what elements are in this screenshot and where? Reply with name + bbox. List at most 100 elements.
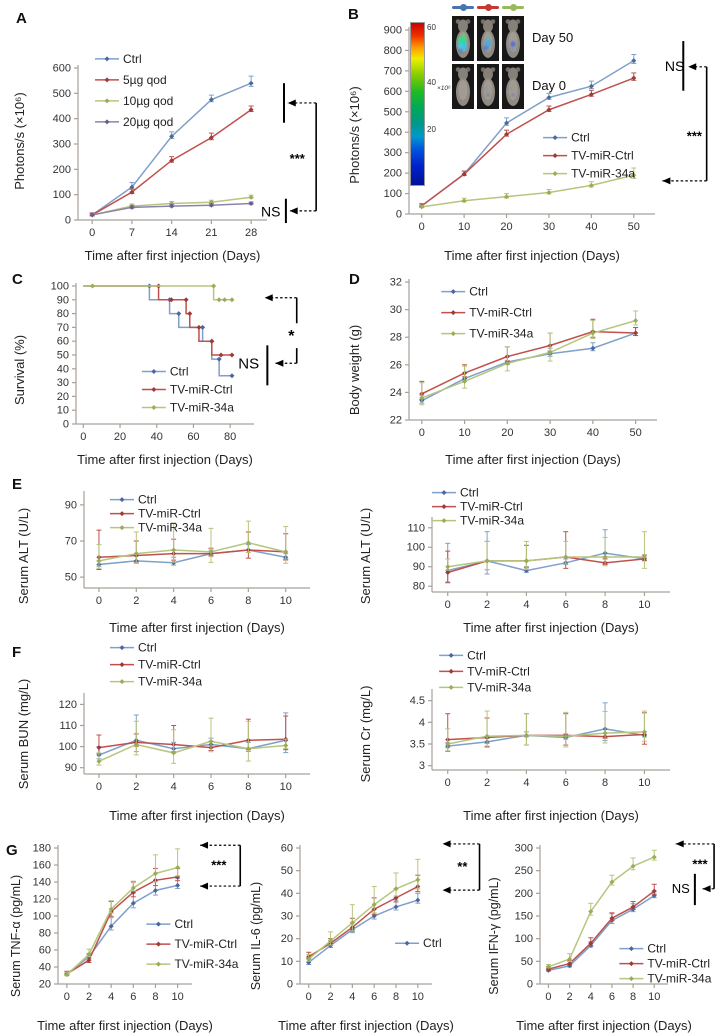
svg-text:30: 30 — [281, 911, 293, 923]
chart-panel-e-alt-left: 50 70 90 0 2 4 6 8 10 Time after first injection … — [16, 491, 310, 635]
mouse-image — [477, 16, 499, 61]
svg-text:200: 200 — [384, 168, 402, 180]
svg-text:6: 6 — [563, 777, 569, 789]
svg-text:180: 180 — [33, 843, 51, 855]
svg-text:32: 32 — [390, 277, 402, 289]
svg-text:100: 100 — [384, 188, 402, 200]
svg-text:0: 0 — [445, 777, 451, 789]
svg-text:60: 60 — [187, 431, 199, 443]
svg-text:10: 10 — [171, 991, 183, 1003]
svg-text:10: 10 — [638, 599, 650, 611]
svg-text:80: 80 — [39, 928, 51, 940]
svg-text:80: 80 — [57, 308, 69, 320]
svg-text:80: 80 — [224, 431, 236, 443]
svg-text:Serum BUN (mg/L): Serum BUN (mg/L) — [16, 679, 31, 790]
svg-text:0: 0 — [306, 991, 312, 1003]
svg-text:110: 110 — [59, 720, 77, 732]
svg-text:8: 8 — [393, 991, 399, 1003]
svg-text:120: 120 — [59, 699, 77, 711]
svg-text:Ctrl: Ctrl — [174, 917, 193, 931]
svg-text:**: ** — [457, 859, 468, 874]
svg-text:70: 70 — [57, 322, 69, 334]
day50-label: Day 50 — [532, 30, 574, 45]
svg-text:6: 6 — [130, 991, 136, 1003]
svg-text:20: 20 — [57, 391, 69, 403]
svg-text:Survival (%): Survival (%) — [12, 335, 27, 405]
svg-text:TV-miR-34a: TV-miR-34a — [138, 675, 202, 689]
svg-text:Serum ALT (U/L): Serum ALT (U/L) — [16, 508, 31, 604]
svg-text:4: 4 — [419, 717, 425, 729]
svg-text:Photons/s (×10⁶): Photons/s (×10⁶) — [12, 92, 27, 190]
svg-text:10: 10 — [280, 781, 292, 793]
svg-text:8: 8 — [630, 991, 636, 1003]
svg-text:Serum ALT (U/L): Serum ALT (U/L) — [358, 508, 373, 604]
svg-text:22: 22 — [390, 415, 402, 427]
svg-text:Time after first injection (Da: Time after first injection (Days) — [463, 620, 639, 635]
svg-text:0: 0 — [63, 419, 69, 431]
svg-text:***: *** — [290, 151, 306, 166]
colorbar-tick-40: 40 — [427, 78, 436, 87]
svg-text:0: 0 — [64, 991, 70, 1003]
svg-text:TV-miR-Ctrl: TV-miR-Ctrl — [647, 957, 710, 971]
svg-text:0: 0 — [80, 431, 86, 443]
svg-text:90: 90 — [57, 294, 69, 306]
svg-text:Serum IFN-γ (pg/mL): Serum IFN-γ (pg/mL) — [487, 877, 501, 994]
svg-text:10: 10 — [458, 427, 470, 439]
svg-text:TV-miR-34a: TV-miR-34a — [170, 401, 234, 415]
svg-text:Time after first injection (Da: Time after first injection (Days) — [278, 1018, 454, 1033]
panel-label-g: G — [6, 842, 18, 859]
colorbar-tick-60: 60 — [427, 23, 436, 32]
svg-text:10: 10 — [281, 956, 293, 968]
chart-panel-b-photons: 0 100 200 300 400 500 600 700 800 900 0 10 20 30 40 50 T… — [347, 25, 708, 263]
panel-label-b: B — [348, 6, 359, 23]
svg-text:Ctrl: Ctrl — [138, 493, 157, 507]
svg-text:8: 8 — [245, 781, 251, 793]
svg-text:21: 21 — [205, 227, 217, 239]
svg-text:*: * — [288, 328, 295, 345]
group-marker — [502, 3, 524, 11]
colorbar-scale-label: ×10⁶ — [437, 85, 451, 92]
svg-text:70: 70 — [65, 536, 77, 548]
svg-text:10: 10 — [458, 221, 470, 233]
mouse-image — [477, 64, 499, 109]
svg-text:100: 100 — [51, 281, 69, 293]
svg-text:Ctrl: Ctrl — [460, 486, 479, 500]
svg-text:4: 4 — [523, 599, 529, 611]
svg-text:TV-miR-34a: TV-miR-34a — [469, 327, 533, 341]
svg-text:8: 8 — [152, 991, 158, 1003]
svg-text:60: 60 — [281, 843, 293, 855]
svg-text:90: 90 — [65, 762, 77, 774]
chart-panel-f-cr: 3 3.5 4 4.5 0 2 4 6 8 10 Time after first injectio… — [358, 648, 670, 823]
svg-text:300: 300 — [384, 147, 402, 159]
svg-text:10: 10 — [280, 595, 292, 607]
svg-text:3.5: 3.5 — [410, 739, 425, 751]
svg-text:Body weight (g): Body weight (g) — [347, 325, 362, 415]
svg-text:20: 20 — [501, 427, 513, 439]
panel-label-a: A — [16, 10, 27, 27]
svg-text:0: 0 — [396, 209, 402, 221]
svg-text:40: 40 — [39, 962, 51, 974]
svg-text:80: 80 — [413, 581, 425, 593]
svg-text:90: 90 — [65, 499, 77, 511]
svg-text:6: 6 — [609, 991, 615, 1003]
svg-text:TV-miR-34a: TV-miR-34a — [138, 521, 202, 535]
svg-text:20: 20 — [500, 221, 512, 233]
chart-panel-a-photons: 0 100 200 300 400 500 600 0 7 14 21 28 Time after fi… — [12, 52, 317, 263]
svg-text:Ctrl: Ctrl — [123, 52, 142, 66]
panel-label-e: E — [12, 476, 23, 493]
svg-text:120: 120 — [33, 894, 51, 906]
svg-text:Ctrl: Ctrl — [469, 285, 488, 299]
svg-text:0: 0 — [545, 991, 551, 1003]
svg-text:0: 0 — [89, 227, 95, 239]
svg-text:30: 30 — [390, 304, 402, 316]
chart-panel-g-tnf: 20 40 60 80 100 120 140 160 180 0 2 4 6 8 10 Time after… — [9, 841, 242, 1033]
colorbar-tick-20: 20 — [427, 125, 436, 134]
svg-text:28: 28 — [390, 332, 402, 344]
svg-text:Time after first injection (Da: Time after first injection (Days) — [77, 452, 253, 467]
svg-text:2: 2 — [133, 595, 139, 607]
svg-text:20: 20 — [39, 979, 51, 991]
svg-text:Ctrl: Ctrl — [138, 641, 157, 655]
chart-panel-f-bun: 90 100 110 120 0 2 4 6 8 10 Time after first injec… — [16, 641, 310, 823]
svg-text:40: 40 — [57, 363, 69, 375]
svg-text:6: 6 — [563, 599, 569, 611]
